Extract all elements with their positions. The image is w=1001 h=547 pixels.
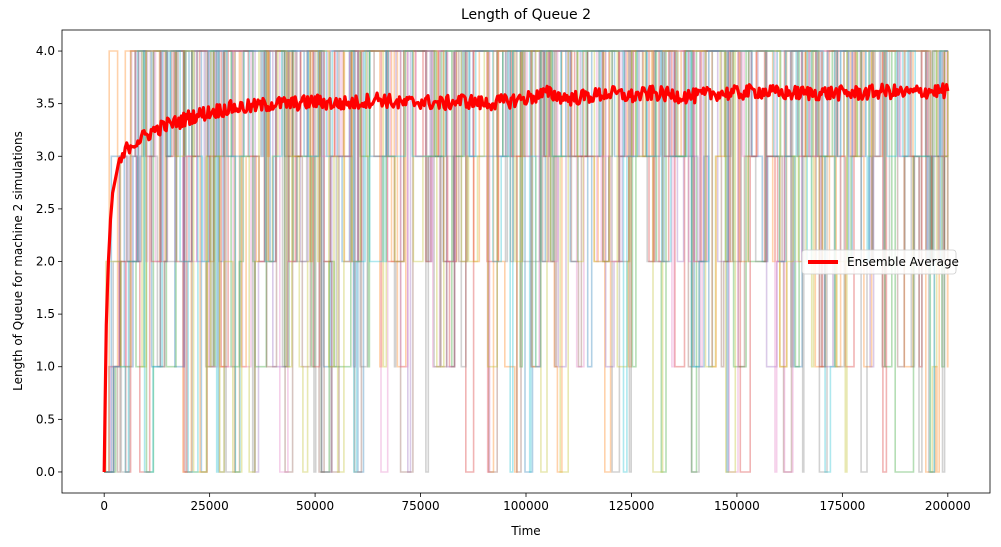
simulation-line — [104, 50, 948, 473]
simulation-line — [104, 50, 949, 473]
legend-box — [801, 249, 957, 275]
y-tick-label: 0.0 — [36, 465, 55, 479]
x-tick-label: 200000 — [925, 499, 971, 513]
x-tick-label: 0 — [100, 499, 108, 513]
ensemble-average-line — [102, 82, 950, 473]
x-tick-label: 150000 — [714, 499, 760, 513]
x-tick-label: 75000 — [401, 499, 439, 513]
y-tick-label: 2.0 — [36, 255, 55, 269]
x-tick-label: 100000 — [503, 499, 549, 513]
legend[interactable]: Ensemble Average — [801, 249, 959, 275]
simulation-line — [104, 50, 948, 473]
y-tick-label: 1.0 — [36, 360, 55, 374]
y-tick-label: 3.5 — [36, 97, 55, 111]
y-tick-label: 0.5 — [36, 412, 55, 426]
ensemble-average-line-group — [102, 82, 950, 473]
y-axis-ticks: 0.0 0.5 1.0 1.5 2.0 2.5 3.0 3.5 4.0 — [36, 44, 62, 479]
x-tick-label: 50000 — [296, 499, 334, 513]
x-tick-label: 25000 — [191, 499, 229, 513]
y-tick-label: 4.0 — [36, 44, 55, 58]
simulation-line — [104, 50, 948, 473]
simulation-line — [104, 50, 949, 473]
x-tick-label: 125000 — [609, 499, 655, 513]
legend-label-ensemble-average: Ensemble Average — [847, 255, 959, 269]
simulation-line — [104, 50, 948, 473]
simulation-line — [104, 50, 949, 473]
y-axis-label: Length of Queue for machine 2 simulation… — [11, 131, 25, 391]
y-tick-label: 3.0 — [36, 149, 55, 163]
chart-title: Length of Queue 2 — [461, 7, 591, 23]
x-axis-ticks: 0 25000 50000 75000 100000 125000 150000 175000… — [100, 493, 971, 513]
x-tick-label: 175000 — [819, 499, 865, 513]
simulation-line — [104, 50, 949, 473]
x-axis-label: Time — [510, 524, 540, 538]
simulation-line — [104, 50, 948, 473]
y-tick-label: 2.5 — [36, 202, 55, 216]
y-tick-label: 1.5 — [36, 307, 55, 321]
